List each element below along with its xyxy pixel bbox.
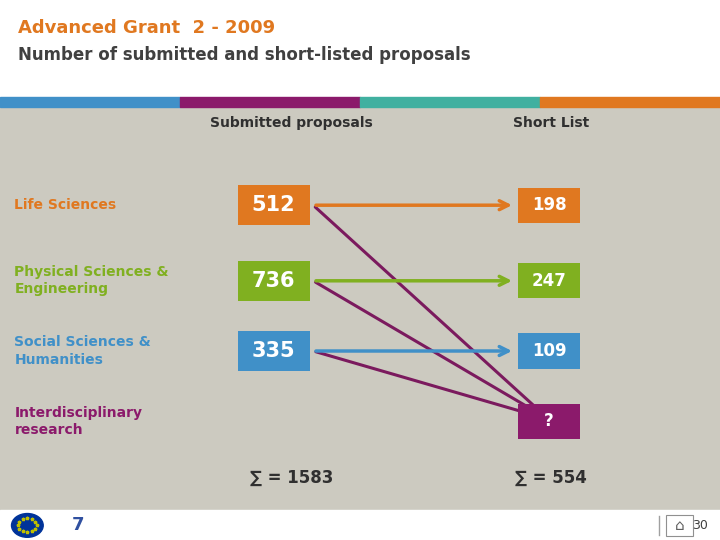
Bar [0,107,720,510]
Text: Social Sciences &
Humanities: Social Sciences & Humanities [14,335,151,367]
FancyBboxPatch shape [238,330,310,372]
FancyBboxPatch shape [518,263,580,298]
Text: ∑ = 1583: ∑ = 1583 [250,469,333,487]
Bar [0,0,720,97]
Text: Short List: Short List [513,116,589,130]
Text: Advanced Grant  2 - 2009: Advanced Grant 2 - 2009 [18,19,275,37]
Text: 7: 7 [71,516,84,535]
FancyBboxPatch shape [238,261,310,301]
Text: 198: 198 [531,196,567,214]
FancyBboxPatch shape [518,404,580,438]
Bar [0,97,180,107]
Circle shape [12,514,43,537]
Text: ⌂: ⌂ [675,518,685,533]
Bar [666,515,693,536]
Bar [180,97,360,107]
Text: Life Sciences: Life Sciences [14,198,117,212]
Bar [540,97,720,107]
Bar [360,97,540,107]
Text: 247: 247 [531,272,567,290]
Text: 512: 512 [252,195,295,215]
Text: Submitted proposals: Submitted proposals [210,116,373,130]
FancyBboxPatch shape [518,333,580,368]
Text: 335: 335 [252,341,295,361]
Text: Number of submitted and short-listed proposals: Number of submitted and short-listed pro… [18,46,471,64]
Bar [54,515,101,536]
Text: Interdisciplinary
research: Interdisciplinary research [14,406,143,437]
FancyBboxPatch shape [518,187,580,222]
Text: ?: ? [544,412,554,430]
Bar [0,510,720,540]
FancyBboxPatch shape [238,185,310,226]
Text: 30: 30 [692,519,708,532]
Text: ∑ = 554: ∑ = 554 [515,469,587,487]
Text: 736: 736 [252,271,295,291]
Text: 109: 109 [531,342,567,360]
Text: Physical Sciences &
Engineering: Physical Sciences & Engineering [14,265,169,296]
